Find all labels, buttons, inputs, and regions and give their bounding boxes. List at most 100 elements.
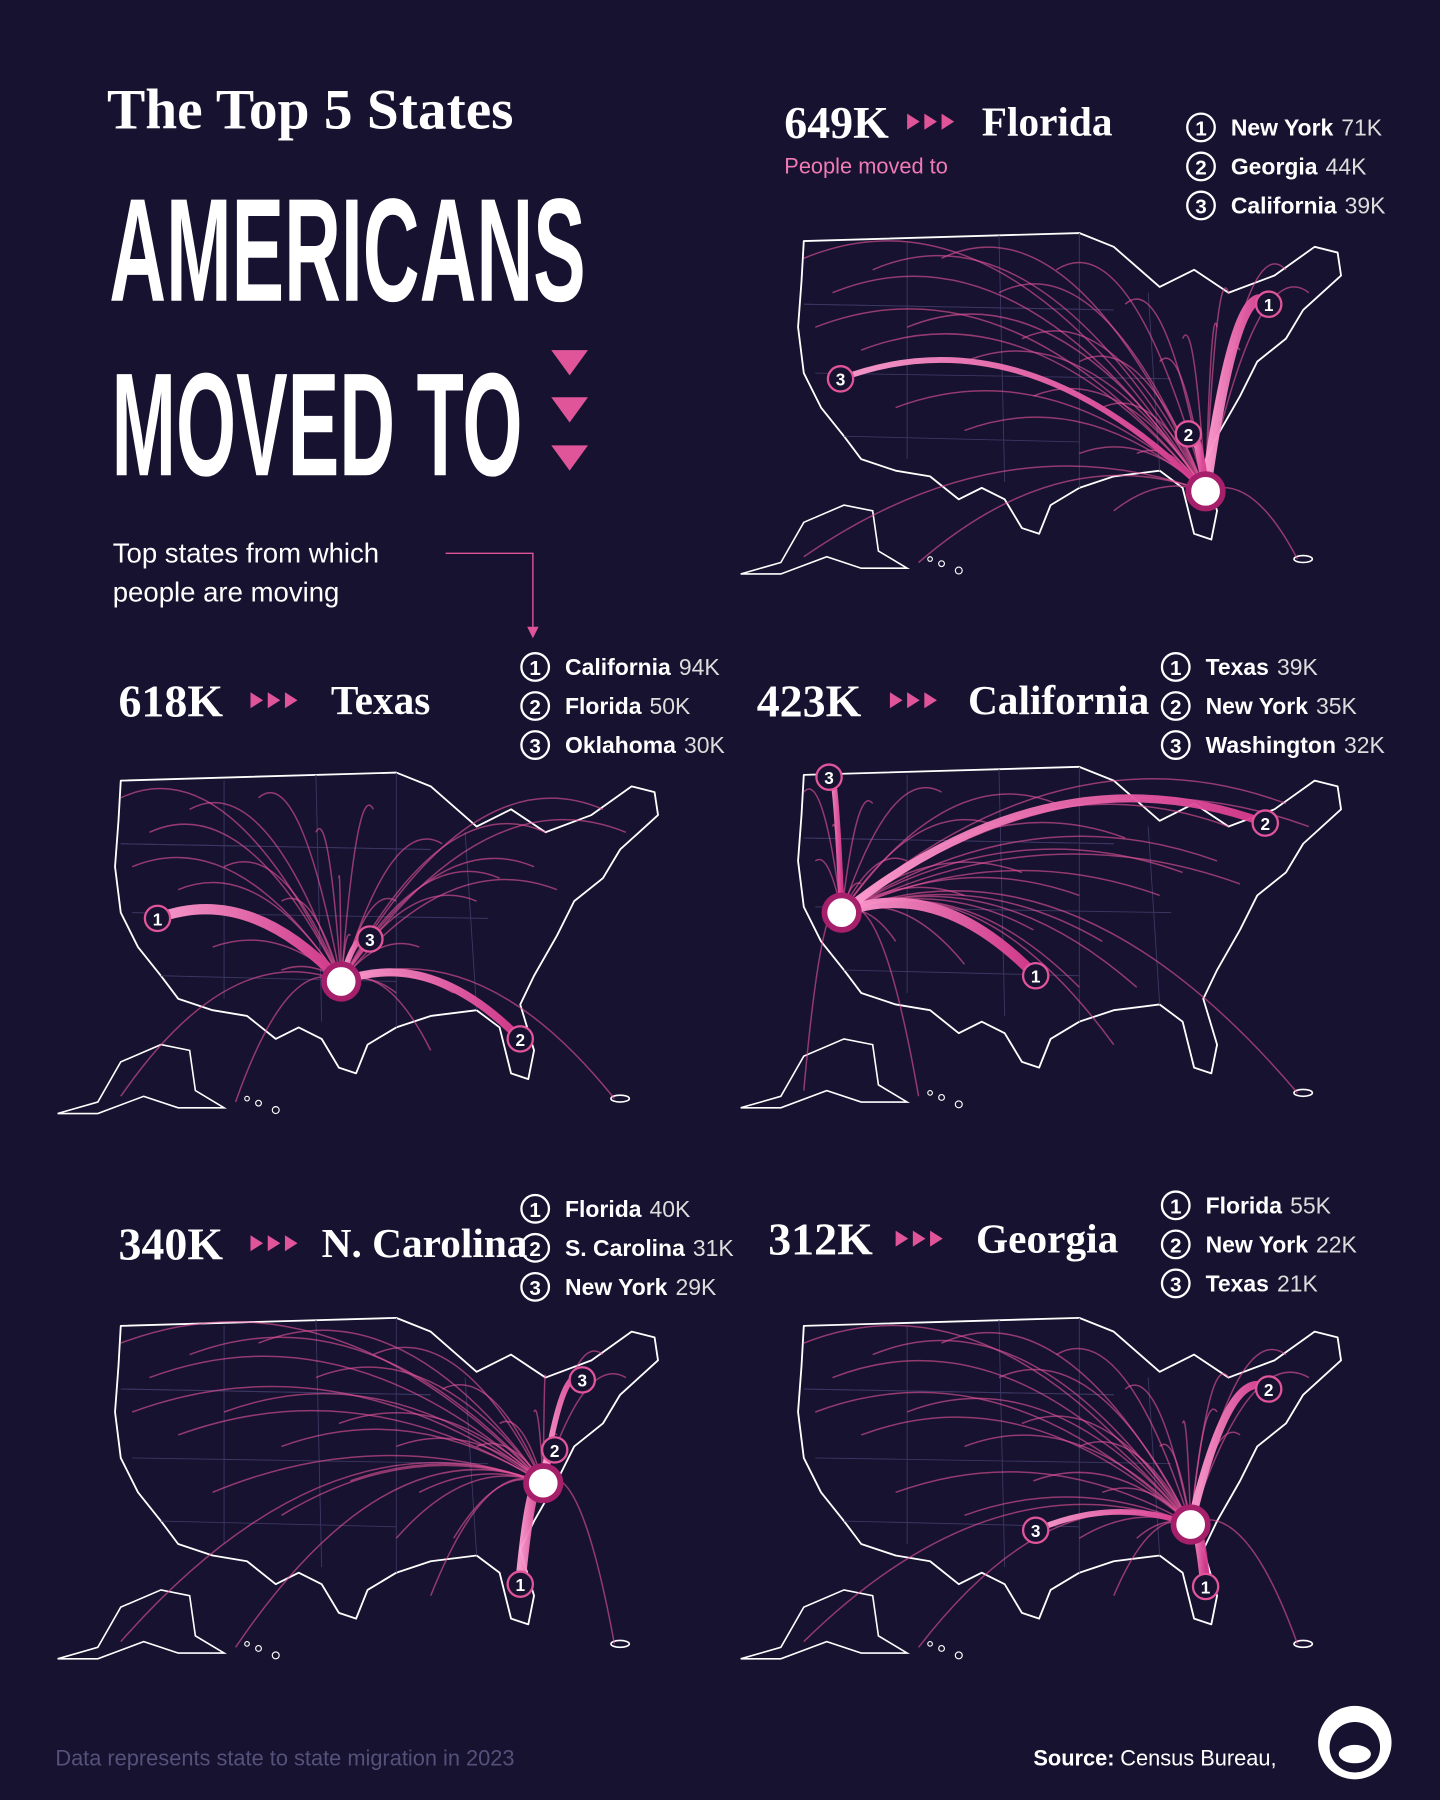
flow-arc [281,897,342,982]
source-value: 32K [1344,732,1386,758]
flow-arc [918,474,1206,564]
source-badge-number: 2 [1184,425,1194,445]
top-flow-arc [337,968,525,1043]
panel: 618K Texas 1 California 94K 2 Florida 50K 3 Oklah… [118,652,725,760]
panel-arrow [889,692,903,709]
flow-arc [234,1468,544,1648]
source-value: 39K [1277,654,1319,680]
panel: 649K Florida People moved to 1 New York 71K 2 G… [784,97,1386,221]
flow-arc [340,804,374,982]
rank-number: 1 [1195,117,1207,140]
source-badge [506,1025,535,1053]
panel-total: 618K [118,675,223,726]
flow-arc [340,818,627,982]
panel-subtitle: People moved to [784,153,948,178]
flow-arc [258,792,342,982]
source-state: New York [1231,114,1334,140]
title-line-1: The Top 5 States [107,79,514,142]
flow-arc [338,875,342,982]
panel: 312K Georgia 1 Florida 55K 2 New York 22K 3 Texas… [768,1190,1358,1299]
panel-total: 340K [118,1218,223,1269]
source-row: Oklahoma 30K [565,732,725,758]
rank-badge [1186,190,1216,221]
flow-arc [906,1397,1192,1525]
destination-dot [821,892,862,933]
flow-arc [338,1412,544,1484]
flow-arc [258,1329,544,1484]
flow-arc [803,1324,1192,1525]
flow-arc [998,1368,1192,1525]
source-value: 50K [650,693,692,719]
rank-number: 3 [1170,1273,1182,1296]
source-state: Texas [1206,654,1269,680]
flow-arc [131,1385,544,1484]
flow-arc [860,333,1207,492]
us-map: 1 2 3 [739,232,1342,575]
rank-badge [1160,730,1191,760]
panel-arrow [912,1230,926,1247]
flow-arc [340,968,615,1100]
source-state: Florida [565,693,642,719]
source-row: Georgia 44K [1231,153,1367,179]
rank-number: 1 [1170,657,1182,680]
flow-arc [964,416,1207,492]
flow-arc [373,1346,544,1484]
destination-dot [523,1463,564,1504]
flow-arc [177,881,342,982]
source-value: 71K [1341,114,1383,140]
source-badge-number: 1 [1201,1577,1211,1597]
us-map: 1 2 3 [739,763,1342,1109]
panel-arrow [907,113,920,130]
logo [1318,1705,1392,1780]
panel-arrow [924,113,937,130]
flow-arc [860,1416,1192,1526]
flow-arc [832,1359,1192,1525]
rank-number: 3 [1170,735,1182,758]
flow-arc [315,827,342,982]
flow-arc [441,1384,544,1484]
flow-arc [841,853,1241,914]
rank-badge [1160,1190,1191,1221]
panel-destination: Texas [331,677,431,723]
source-row: New York 35K [1206,693,1358,719]
annotation-line-2: people are moving [113,577,340,608]
flow-arc [315,1366,544,1484]
source-value: 44K [1326,153,1368,179]
flow-arc [1181,1420,1192,1525]
us-map: 1 2 3 [56,771,659,1115]
source-value: 39K [1345,193,1387,219]
rank-badge [520,1193,551,1224]
top-flow-arc [1200,294,1274,497]
source-badge [1021,1516,1050,1545]
flow-arc [1079,1441,1192,1525]
flow-arc [396,1437,544,1484]
flow-arc [815,308,1207,492]
source-badge [815,763,843,791]
flow-arc [120,1321,544,1484]
flow-arc [1033,1471,1192,1526]
panel-arrow [250,692,264,709]
source-badge [506,1570,535,1598]
flow-arc [542,1477,616,1645]
panel-arrow [907,692,920,709]
source-badge [1021,961,1050,990]
source-badge-number: 1 [515,1575,525,1595]
flow-arc [964,1434,1192,1525]
source-badge [568,1366,597,1394]
source-row: Florida 55K [1206,1192,1332,1218]
rank-number: 1 [1170,1195,1182,1218]
flow-arc [234,976,342,1103]
flow-arc [841,835,1218,914]
panel-total: 423K [757,675,862,726]
panel: 423K California 1 Texas 39K 2 New York 35K 3 Wash… [757,652,1386,760]
flow-arc [120,970,342,1097]
flow-arc [803,907,843,1091]
panel-arrow [267,692,281,709]
source-row: California 39K [1231,193,1386,219]
source-row: Florida 40K [565,1196,691,1222]
source-badge-number: 2 [550,1441,560,1461]
top-flow-arc [1186,1380,1273,1529]
flow-arc [223,1392,544,1484]
